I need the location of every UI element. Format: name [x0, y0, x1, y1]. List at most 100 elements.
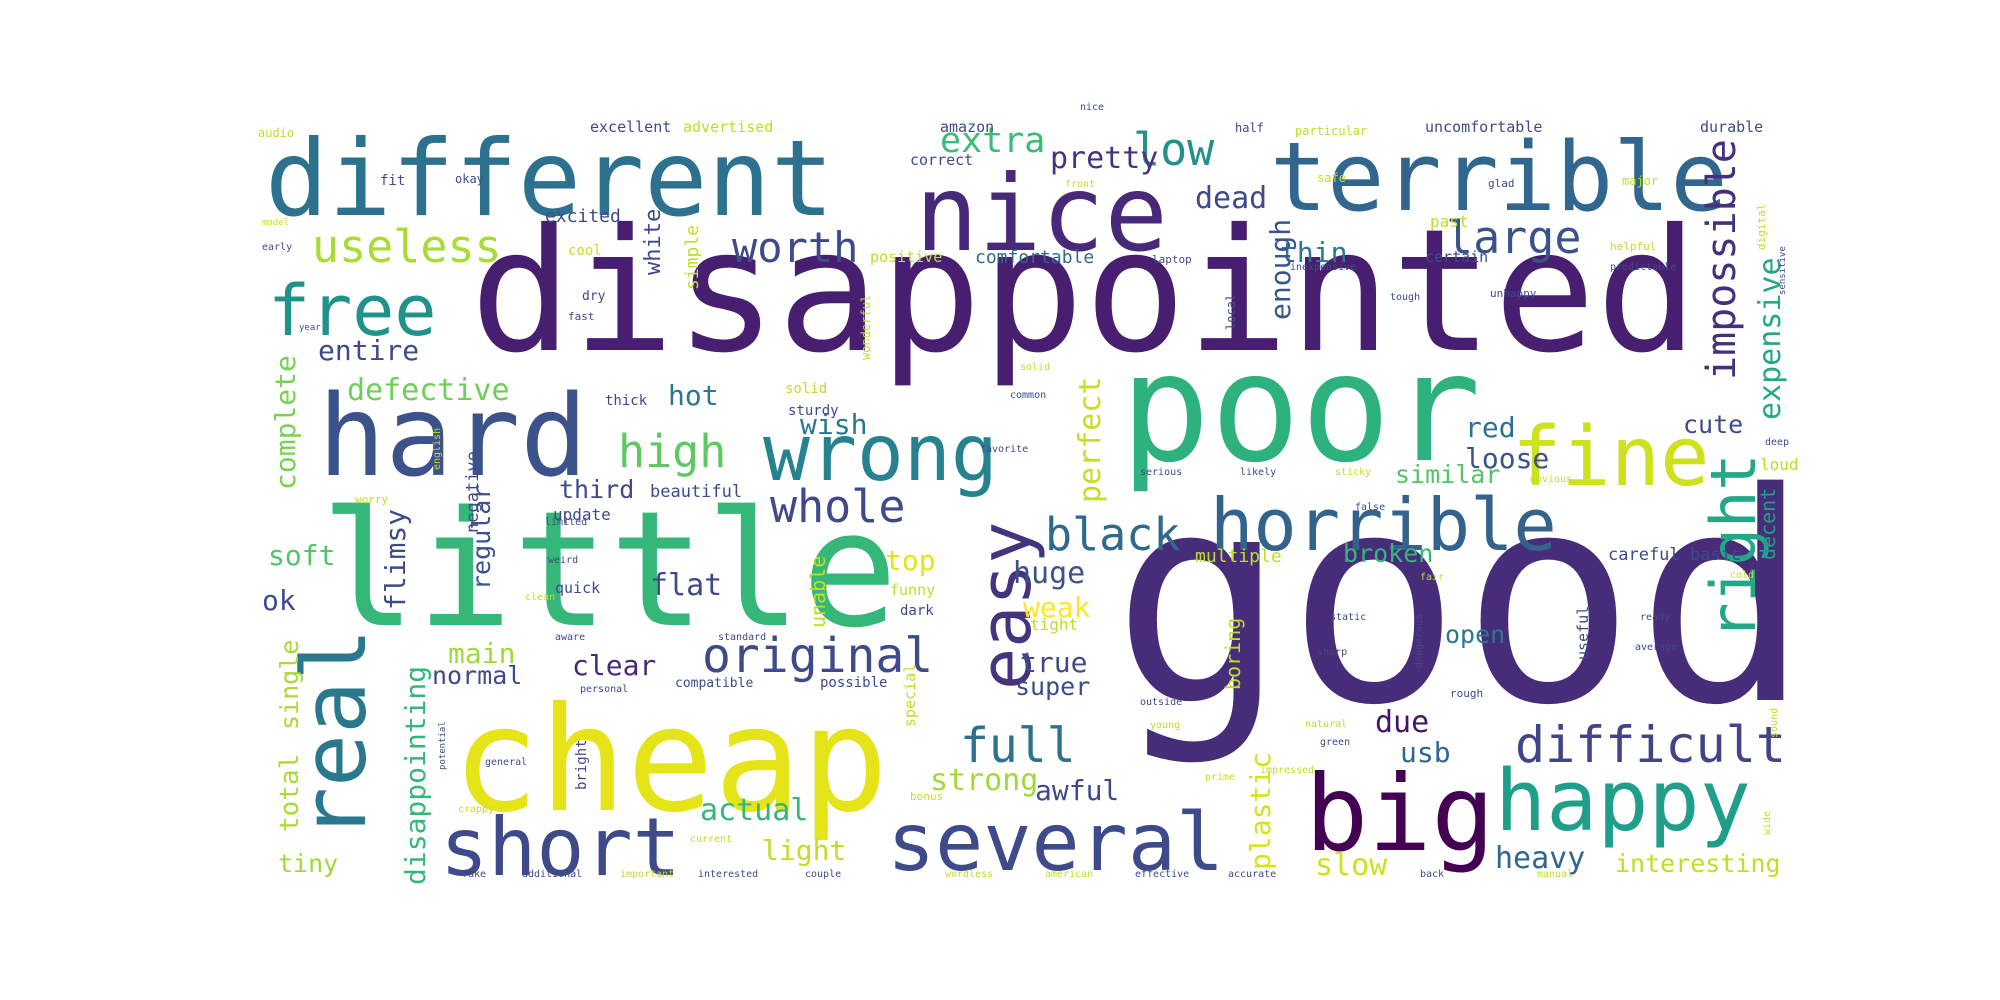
word-several: several — [887, 796, 1224, 889]
word-standard: standard — [718, 632, 766, 643]
word-entire: entire — [318, 334, 419, 367]
word-short: short — [440, 801, 681, 894]
word-plastic: plastic — [1244, 752, 1277, 870]
word-okay: okay — [455, 172, 484, 186]
word-enough: enough — [1264, 219, 1297, 320]
word-good: good — [1112, 432, 1810, 769]
word-worry: worry — [355, 493, 388, 506]
word-huge: huge — [1013, 556, 1085, 591]
word-serious: serious — [1140, 467, 1182, 478]
word-dark: dark — [900, 603, 934, 619]
word-excellent: excellent — [590, 118, 671, 136]
word-clear: clear — [572, 649, 656, 682]
word-actual: actual — [700, 793, 808, 828]
word-sound: sound — [1769, 708, 1780, 738]
word-full: full — [960, 718, 1076, 774]
word-difficult: difficult — [1515, 716, 1786, 774]
word-tiny: tiny — [278, 849, 338, 878]
word-correct: correct — [910, 151, 973, 169]
word-predictable: predictable — [1610, 262, 1676, 273]
word-easy: easy — [965, 521, 1047, 690]
word-amazon: amazon — [940, 118, 994, 136]
word-extra: extra — [940, 121, 1045, 161]
word-fake: fake — [462, 869, 486, 880]
word-unhappy: unhappy — [1490, 287, 1537, 300]
word-flat: flat — [650, 568, 722, 603]
word-accurate: accurate — [1228, 869, 1276, 880]
word-different: different — [265, 118, 834, 240]
word-slow: slow — [1315, 848, 1388, 883]
word-right: right — [1697, 453, 1770, 640]
word-additional: additional — [522, 869, 582, 880]
word-laptop: laptop — [1152, 253, 1192, 266]
word-pretty: pretty — [1050, 141, 1158, 176]
word-sturdy: sturdy — [788, 403, 839, 419]
word-wonderful: wonderful — [859, 295, 873, 360]
word-couple: couple — [805, 869, 841, 880]
word-bonus: bonus — [910, 790, 943, 803]
word-happy: happy — [1495, 752, 1751, 851]
word-terrible: terrible — [1270, 123, 1728, 233]
word-normal: normal — [432, 661, 522, 690]
word-current: current — [690, 834, 732, 845]
word-flimsy: flimsy — [379, 509, 412, 610]
word-single: single — [275, 640, 304, 730]
word-obvious: obvious — [1530, 474, 1572, 485]
word-uncomfortable: uncomfortable — [1425, 118, 1542, 136]
word-dry: dry — [582, 289, 606, 304]
word-false: false — [1355, 502, 1385, 513]
word-perfect: perfect — [1073, 377, 1108, 503]
word-certain: certain — [1425, 248, 1488, 266]
word-wordless: wordless — [945, 869, 993, 880]
word-similar: similar — [1395, 460, 1500, 489]
word-funny: funny — [890, 581, 935, 599]
word-disappointed: disappointed — [470, 193, 1698, 391]
word-english: english — [432, 428, 443, 470]
word-multiple: multiple — [1195, 546, 1282, 567]
word-particular: particular — [1295, 124, 1367, 138]
word-disappointing: disappointing — [399, 666, 432, 885]
word-back: back — [1420, 869, 1444, 880]
word-dead: dead — [1195, 181, 1267, 216]
word-regular: regular — [467, 485, 496, 590]
word-strong: strong — [930, 763, 1038, 798]
word-main: main — [448, 637, 515, 670]
word-thin: thin — [1280, 236, 1347, 269]
word-tight: tight — [1030, 615, 1078, 634]
word-whole: whole — [770, 480, 905, 533]
word-quick: quick — [555, 579, 600, 597]
word-sticky: sticky — [1335, 467, 1371, 478]
word-big: big — [1305, 753, 1495, 875]
word-half: half — [1235, 121, 1264, 135]
word-model: model — [262, 218, 289, 228]
word-early: early — [262, 242, 292, 253]
word-third: third — [559, 475, 634, 504]
word-low: low — [1133, 123, 1215, 176]
word-high: high — [618, 425, 726, 478]
word-black: black — [1045, 508, 1180, 561]
word-beautiful: beautiful — [650, 482, 742, 502]
word-common: common — [1010, 390, 1046, 401]
word-impressed: impressed — [1260, 765, 1314, 776]
word-original: original — [702, 628, 933, 684]
word-thick: thick — [605, 393, 648, 409]
word-interested: interested — [698, 869, 758, 880]
word-broken: broken — [1343, 539, 1433, 568]
word-manual: manual — [1537, 869, 1573, 880]
word-important: important — [620, 869, 674, 880]
word-interesting: interesting — [1615, 849, 1781, 878]
word-major: major — [1622, 174, 1658, 188]
word-real: real — [283, 628, 386, 840]
word-likely: likely — [1240, 467, 1276, 478]
word-limited: limited — [545, 517, 587, 528]
word-young: young — [1150, 720, 1180, 731]
word-solid: solid — [1020, 362, 1050, 373]
word-worth: worth — [732, 223, 858, 272]
word-large: large — [1446, 211, 1581, 264]
word-bright: bright — [574, 739, 590, 790]
word-aware: aware — [555, 632, 585, 643]
word-loud: loud — [1760, 455, 1799, 474]
word-basic: basic — [1690, 545, 1741, 565]
word-inexpensive: inexpensive — [1290, 262, 1356, 273]
